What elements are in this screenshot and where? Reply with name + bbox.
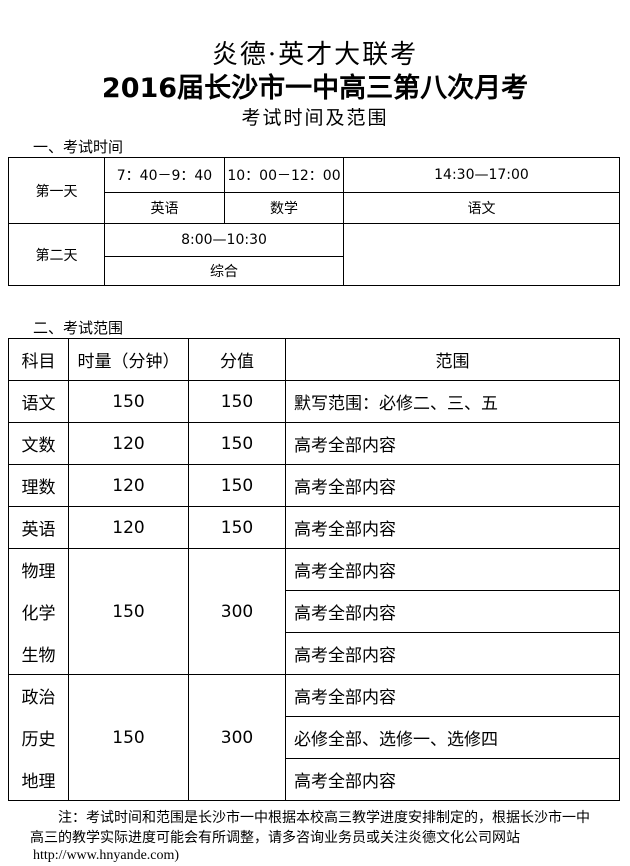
day-label: 第一天 bbox=[8, 157, 105, 224]
scope-cell: 高考全部内容 bbox=[285, 422, 620, 465]
section-heading-scope: 二、考试范围 bbox=[33, 319, 124, 337]
time-cell: 8:00—10:30 bbox=[104, 223, 344, 257]
website-link[interactable]: http://www.hnyande.com) bbox=[33, 848, 180, 863]
score-cell: 150 bbox=[188, 506, 286, 549]
scope-cell: 默写范围：必修二、三、五 bbox=[285, 380, 620, 423]
footnote: 注：考试时间和范围是长沙市一中根据本校高三教学进度安排制定的，根据长沙市一中高三… bbox=[30, 810, 590, 846]
table-row: 物理 150 300 高考全部内容 bbox=[8, 548, 620, 675]
time-cell: 120 bbox=[68, 422, 189, 465]
time-cell: 7：40－9：40 bbox=[104, 157, 225, 193]
subject-cell: 地理 bbox=[8, 758, 69, 801]
scope-cell: 高考全部内容 bbox=[285, 506, 620, 549]
table-row: 化学 高考全部内容 bbox=[8, 590, 620, 633]
header-cell: 分值 bbox=[188, 338, 286, 381]
scope-cell: 必修全部、选修一、选修四 bbox=[285, 716, 620, 759]
exam-scope-table: 科目 时量（分钟） 分值 范围 语文 150 150 默写范围：必修二、三、五 文数 1… bbox=[8, 338, 620, 801]
header-cell: 科目 bbox=[8, 338, 69, 381]
time-cell: 120 bbox=[68, 464, 189, 507]
header-cell: 范围 bbox=[285, 338, 620, 381]
table-row: 地理 高考全部内容 bbox=[8, 758, 620, 801]
subject-cell: 文数 bbox=[8, 422, 69, 465]
scope-cell: 高考全部内容 bbox=[285, 590, 620, 633]
scope-cell: 高考全部内容 bbox=[285, 674, 620, 717]
score-cell: 150 bbox=[188, 464, 286, 507]
subject-cell: 语文 bbox=[8, 380, 69, 423]
scope-cell: 高考全部内容 bbox=[285, 464, 620, 507]
scope-cell: 高考全部内容 bbox=[285, 632, 620, 675]
table-row: 文数 120 150 高考全部内容 bbox=[8, 422, 620, 465]
time-cell: 10：00－12：00 bbox=[224, 157, 344, 193]
exam-time-table: 第一天 7：40－9：40 10：00－12：00 14:30—17:00 英语… bbox=[8, 157, 620, 286]
subject-cell: 数学 bbox=[224, 192, 344, 224]
score-cell: 150 bbox=[188, 422, 286, 465]
time-cell: 150 bbox=[68, 674, 189, 801]
time-cell: 150 bbox=[68, 380, 189, 423]
subject-cell: 语文 bbox=[343, 192, 620, 224]
subject-cell: 历史 bbox=[8, 716, 69, 759]
subject-cell: 理数 bbox=[8, 464, 69, 507]
subject-cell: 综合 bbox=[104, 256, 344, 286]
day-label: 第二天 bbox=[8, 223, 105, 286]
subject-cell: 英语 bbox=[104, 192, 225, 224]
page-title: 2016届长沙市一中高三第八次月考 bbox=[101, 73, 529, 104]
scope-cell: 高考全部内容 bbox=[285, 548, 620, 591]
table-row: 英语 120 150 高考全部内容 bbox=[8, 506, 620, 549]
subject-cell: 物理 bbox=[8, 548, 69, 591]
page-subtitle: 考试时间及范围 bbox=[241, 107, 389, 129]
subject-cell: 政治 bbox=[8, 674, 69, 717]
score-cell: 300 bbox=[188, 548, 286, 675]
time-cell: 150 bbox=[68, 548, 189, 675]
table-row: 理数 120 150 高考全部内容 bbox=[8, 464, 620, 507]
header-cell: 时量（分钟） bbox=[68, 338, 189, 381]
subject-cell: 英语 bbox=[8, 506, 69, 549]
score-cell: 300 bbox=[188, 674, 286, 801]
time-cell: 14:30—17:00 bbox=[343, 157, 620, 193]
scope-cell: 高考全部内容 bbox=[285, 758, 620, 801]
score-cell: 150 bbox=[188, 380, 286, 423]
table-row: 生物 高考全部内容 bbox=[8, 632, 620, 675]
empty-cell bbox=[343, 223, 620, 286]
table-row: 历史 必修全部、选修一、选修四 bbox=[8, 716, 620, 759]
subject-cell: 生物 bbox=[8, 632, 69, 675]
table-row: 政治 150 300 高考全部内容 bbox=[8, 674, 620, 801]
org-title: 炎德·英才大联考 bbox=[211, 40, 419, 70]
table-row: 语文 150 150 默写范围：必修二、三、五 bbox=[8, 380, 620, 423]
subject-cell: 化学 bbox=[8, 590, 69, 633]
time-cell: 120 bbox=[68, 506, 189, 549]
section-heading-time: 一、考试时间 bbox=[33, 138, 124, 156]
